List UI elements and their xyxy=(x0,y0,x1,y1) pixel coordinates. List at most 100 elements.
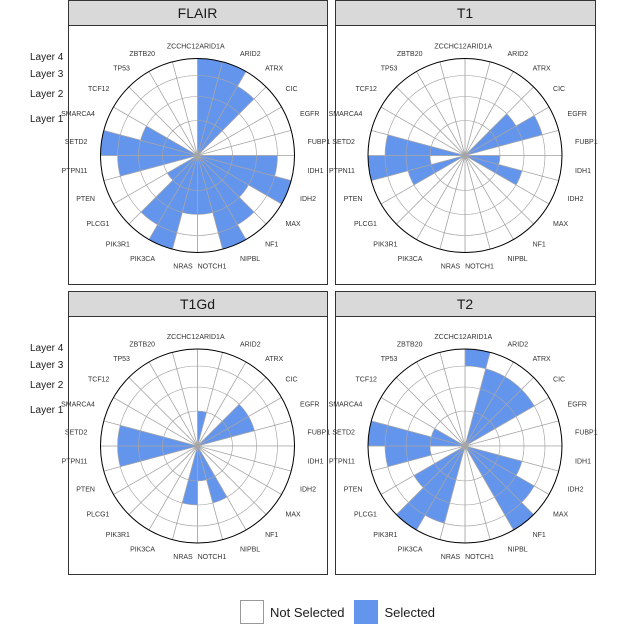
gene-label-t1gd-idh1: IDH1 xyxy=(308,458,324,465)
gene-label-t1-ptpn11: PTPN11 xyxy=(329,168,355,175)
gene-label-t1gd-nipbl: NIPBL xyxy=(240,547,260,554)
spoke-t2-9 xyxy=(464,445,534,515)
spoke-t2-3 xyxy=(464,377,534,447)
panel-header-t1gd xyxy=(68,291,328,317)
gene-label-t1gd-cic: CIC xyxy=(286,376,298,383)
spoke-t1-20 xyxy=(380,106,466,156)
spoke-flair-7 xyxy=(197,155,292,181)
spoke-flair-5 xyxy=(197,130,292,156)
spoke-t1gd-1 xyxy=(197,352,223,447)
spoke-t2-7 xyxy=(464,445,559,472)
gene-label-flair-tcf12: TCF12 xyxy=(88,86,110,93)
gene-label-t1gd-pten: PTEN xyxy=(76,486,95,493)
gene-label-flair-atrx: ATRX xyxy=(265,65,283,72)
spoke-t1gd-4 xyxy=(197,397,282,447)
spoke-t2-23 xyxy=(439,352,466,447)
gene-label-t1gd-zcchc12: ZCCHC12 xyxy=(167,334,199,341)
gene-label-t1-fubp1: FUBP1 xyxy=(575,139,598,146)
spoke-t1-17 xyxy=(371,155,466,181)
spoke-t1-7 xyxy=(464,155,559,181)
spoke-t2-20 xyxy=(380,397,466,447)
spoke-t2-13 xyxy=(439,445,466,540)
panel-title-t1: T1 xyxy=(457,5,474,21)
layer-label-row2-layer-3: Layer 3 xyxy=(30,360,64,371)
panel-t2: T2 ARID1A ARID2 ATRX CIC EGFR FUBP1 IDH1 IDH2 MAX… xyxy=(329,291,598,575)
gene-label-t1-setd2: SETD2 xyxy=(332,139,355,146)
spoke-flair-2 xyxy=(197,71,247,156)
spoke-flair-9 xyxy=(197,155,267,225)
spoke-t1gd-8 xyxy=(197,445,282,495)
layer-label-row2-layer-2: Layer 2 xyxy=(30,380,64,391)
gene-label-t2-nras: NRAS xyxy=(441,554,461,561)
gene-label-flair-idh2: IDH2 xyxy=(300,196,316,203)
spoke-t1-5 xyxy=(464,130,559,156)
layer-label-row2-layer-4: Layer 4 xyxy=(30,343,64,354)
gene-label-flair-pik3r1: PIK3R1 xyxy=(106,242,130,249)
gene-label-flair-fubp1: FUBP1 xyxy=(308,139,331,146)
spoke-t2-8 xyxy=(464,445,550,495)
outer-ring-t1 xyxy=(367,58,563,253)
gene-label-flair-egfr: EGFR xyxy=(300,111,319,118)
spoke-t1-2 xyxy=(464,71,514,156)
layer-label-row1-layer-3: Layer 3 xyxy=(30,69,64,80)
spoke-t2-17 xyxy=(371,445,466,472)
spoke-t1-13 xyxy=(439,155,466,250)
gene-label-t1gd-plcg1: PLCG1 xyxy=(86,512,109,519)
gene-label-t1-atrx: ATRX xyxy=(533,65,551,72)
spoke-t1-19 xyxy=(371,130,466,156)
gene-label-t1gd-zbtb20: ZBTB20 xyxy=(129,341,155,348)
spoke-t2-22 xyxy=(416,361,466,447)
spoke-flair-19 xyxy=(103,130,198,156)
gene-label-t1-egfr: EGFR xyxy=(568,111,587,118)
gene-label-t1gd-setd2: SETD2 xyxy=(65,430,88,437)
gene-label-t2-idh1: IDH1 xyxy=(575,458,591,465)
spoke-t1-21 xyxy=(396,86,466,156)
gene-label-t2-pik3ca: PIK3CA xyxy=(398,547,423,554)
spoke-t1gd-7 xyxy=(197,445,292,472)
gene-label-t2-tp53: TP53 xyxy=(381,356,398,363)
spoke-t1gd-11 xyxy=(197,445,223,540)
gene-label-t1gd-notch1: NOTCH1 xyxy=(198,554,227,561)
gene-label-t1-nipbl: NIPBL xyxy=(507,256,527,263)
outer-ring-t2 xyxy=(367,348,563,544)
spoke-t2-10 xyxy=(464,445,514,531)
gene-label-t1gd-arid2: ARID2 xyxy=(240,341,261,348)
spoke-t1gd-20 xyxy=(113,397,198,447)
gene-label-t1gd-max: MAX xyxy=(286,512,302,519)
gene-label-t1-zbtb20: ZBTB20 xyxy=(397,51,423,58)
spoke-t2-15 xyxy=(396,445,466,515)
spoke-t1-3 xyxy=(464,86,534,156)
spoke-flair-21 xyxy=(128,86,198,156)
gene-label-t1-smarca4: SMARCA4 xyxy=(329,111,363,118)
gene-label-flair-max: MAX xyxy=(286,221,302,228)
spoke-t1gd-3 xyxy=(197,377,267,447)
gene-label-t1-pten: PTEN xyxy=(344,196,363,203)
spoke-t1-9 xyxy=(464,155,534,225)
gene-label-t2-zcchc12: ZCCHC12 xyxy=(434,334,466,341)
spoke-t2-16 xyxy=(380,445,466,495)
spoke-t1gd-15 xyxy=(128,445,198,515)
spoke-t1gd-9 xyxy=(197,445,267,515)
spoke-flair-20 xyxy=(113,106,198,156)
spoke-t1-22 xyxy=(416,71,466,156)
gene-label-t2-max: MAX xyxy=(553,512,569,519)
gene-label-t2-pten: PTEN xyxy=(344,486,363,493)
legend-label-not-selected: Not Selected xyxy=(270,604,345,620)
spoke-flair-15 xyxy=(128,155,198,225)
gene-label-t2-nf1: NF1 xyxy=(533,532,546,539)
gene-label-flair-zcchc12: ZCCHC12 xyxy=(167,43,199,50)
spoke-t1-1 xyxy=(464,61,491,156)
gene-label-t1-arid1a: ARID1A xyxy=(467,43,493,50)
spoke-t1-10 xyxy=(464,155,514,240)
spoke-flair-11 xyxy=(197,155,223,250)
outer-ring-flair xyxy=(100,58,295,253)
legend-key-selected xyxy=(354,600,379,624)
spoke-t1-23 xyxy=(439,61,466,156)
gene-label-t1-notch1: NOTCH1 xyxy=(465,264,494,271)
spoke-t1gd-23 xyxy=(172,352,198,447)
gene-label-t2-zbtb20: ZBTB20 xyxy=(397,341,423,348)
spoke-flair-1 xyxy=(197,61,223,156)
gene-label-flair-cic: CIC xyxy=(286,86,298,93)
gene-label-flair-setd2: SETD2 xyxy=(65,139,88,146)
spoke-t1-15 xyxy=(396,155,466,225)
